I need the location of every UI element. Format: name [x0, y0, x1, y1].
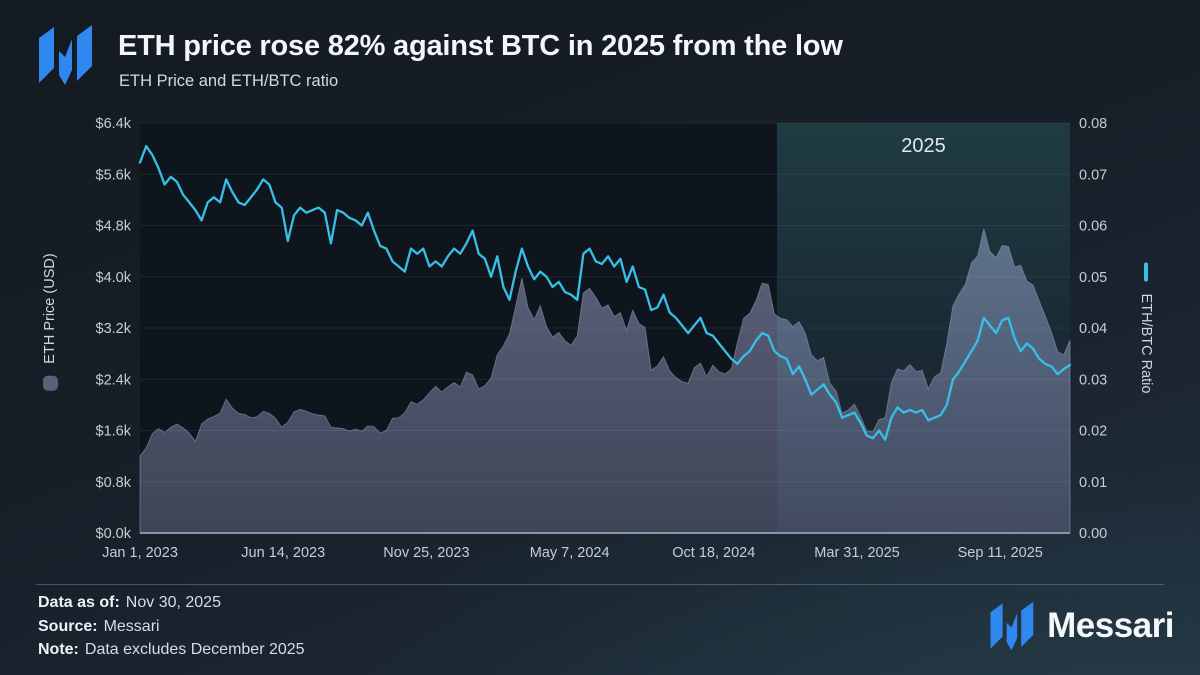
left-axis-title-label: ETH Price (USD)	[42, 253, 58, 364]
y-axis-left-tick-label: $3.2k	[96, 321, 132, 337]
messari-brand-lockup: Messari	[989, 601, 1174, 651]
left-axis-title: ETH Price (USD)	[42, 253, 58, 391]
data-as-of-label: Data as of:	[38, 594, 120, 611]
note-value: Data excludes December 2025	[84, 641, 305, 658]
y-axis-left-tick-label: $5.6k	[96, 167, 132, 183]
y-axis-right-tick-label: 0.06	[1079, 219, 1107, 235]
eth-btc-ratio-line	[138, 144, 1072, 441]
x-axis-tick-label: Jun 14, 2023	[241, 545, 325, 561]
y-axis-right-tick-label: 0.07	[1079, 167, 1107, 183]
x-axis-tick-label: May 7, 2024	[530, 545, 610, 561]
y-axis-left-tick-label: $0.0k	[96, 526, 132, 542]
x-axis-tick-label: Nov 25, 2023	[383, 545, 469, 561]
x-axis-tick-label: Mar 31, 2025	[814, 545, 899, 561]
page-title: ETH price rose 82% against BTC in 2025 f…	[118, 30, 843, 62]
y-axis-right-tick-label: 0.03	[1079, 372, 1107, 388]
messari-logo-icon-footer	[990, 601, 1034, 651]
y-axis-right-tick-label: 0.08	[1079, 116, 1107, 132]
x-axis-tick-label: Sep 11, 2025	[958, 545, 1043, 561]
y-axis-left-tick-label: $4.0k	[96, 270, 132, 286]
source-row: Source: Messari	[38, 615, 305, 639]
page-subtitle: ETH Price and ETH/BTC ratio	[119, 72, 339, 90]
note-row: Note: Data excludes December 2025	[38, 638, 305, 662]
footer-notes: Data as of: Nov 30, 2025 Source: Messari N…	[38, 591, 305, 662]
y-axis-left-tick-label: $6.4k	[96, 116, 132, 132]
data-as-of-row: Data as of: Nov 30, 2025	[38, 591, 305, 615]
right-axis-title-label: ETH/BTC Ratio	[1138, 293, 1154, 394]
y-axis-right-tick-label: 0.05	[1079, 270, 1107, 286]
y-axis-left-tick-label: $4.8k	[96, 219, 132, 235]
y-axis-right-tick-label: 0.02	[1079, 424, 1107, 440]
x-axis-tick-label: Jan 1, 2023	[102, 545, 178, 561]
y-axis-right-tick-label: 0.00	[1079, 526, 1107, 542]
footer-divider	[36, 584, 1164, 585]
messari-logo-mark	[38, 24, 92, 85]
right-axis-title: ETH/BTC Ratio	[1138, 262, 1154, 394]
source-label: Source:	[38, 617, 98, 635]
messari-wordmark: Messari	[1047, 606, 1174, 645]
y-axis-right-tick-label: 0.01	[1079, 475, 1107, 491]
data-as-of-value: Nov 30, 2025	[125, 594, 221, 611]
eth-price-legend-swatch	[42, 375, 58, 391]
messari-logo-icon	[39, 25, 92, 85]
source-value: Messari	[103, 617, 160, 635]
x-axis-tick-label: Oct 18, 2024	[672, 545, 755, 561]
y-axis-right-tick-label: 0.04	[1079, 321, 1107, 337]
y-axis-left-tick-label: $2.4k	[96, 372, 132, 388]
note-label: Note:	[38, 641, 79, 658]
eth-btc-legend-swatch	[1144, 262, 1148, 282]
highlight-2025	[777, 123, 1070, 533]
y-axis-left-tick-label: $0.8k	[96, 475, 132, 491]
y-axis-left-tick-label: $1.6k	[96, 424, 132, 440]
highlight-2025-label: 2025	[901, 135, 946, 157]
